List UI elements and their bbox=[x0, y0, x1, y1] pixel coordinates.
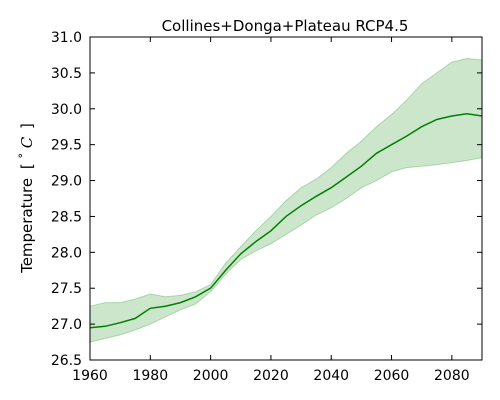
mean-line bbox=[89, 113, 483, 329]
chart-title: Collines+Donga+Plateau RCP4.5 bbox=[162, 17, 409, 35]
x-tick-label: 2000 bbox=[193, 368, 229, 384]
y-axis-label: Temperature [ ° C ] bbox=[13, 123, 36, 274]
y-axis: 26.5 27.0 27.5 28.0 28.5 29.0 29.5 30.0 30.5 31.0 bbox=[51, 30, 482, 369]
y-tick-label: 30.0 bbox=[51, 102, 82, 118]
y-tick-label: 30.5 bbox=[51, 66, 82, 82]
y-axis-unit-open: [ bbox=[18, 158, 36, 169]
x-tick-label: 1980 bbox=[132, 368, 168, 384]
y-tick-label: 27.0 bbox=[51, 317, 82, 333]
plot-area bbox=[89, 57, 483, 343]
x-tick-label: 1960 bbox=[72, 368, 108, 384]
y-axis-unit-close: ] bbox=[18, 123, 36, 129]
y-tick-label: 28.5 bbox=[51, 209, 82, 225]
y-axis-label-text: Temperature bbox=[18, 178, 36, 274]
plot-frame bbox=[89, 36, 483, 361]
range-band bbox=[89, 57, 483, 343]
x-tick-label: 2040 bbox=[313, 368, 349, 384]
y-axis-unit-degree: ° bbox=[17, 153, 30, 159]
x-tick-label: 2060 bbox=[374, 368, 410, 384]
y-tick-label: 31.0 bbox=[51, 30, 82, 46]
y-tick-label: 26.5 bbox=[51, 353, 82, 369]
y-tick-label: 28.0 bbox=[51, 245, 82, 261]
x-tick-label: 2020 bbox=[253, 368, 289, 384]
y-tick-label: 29.5 bbox=[51, 138, 82, 154]
y-axis-unit-c: C bbox=[18, 136, 36, 148]
x-axis: 1960 1980 2000 2020 2040 2060 2080 bbox=[72, 37, 470, 384]
x-tick-label: 2080 bbox=[434, 368, 470, 384]
y-tick-label: 29.0 bbox=[51, 174, 82, 190]
y-tick-label: 27.5 bbox=[51, 281, 82, 297]
